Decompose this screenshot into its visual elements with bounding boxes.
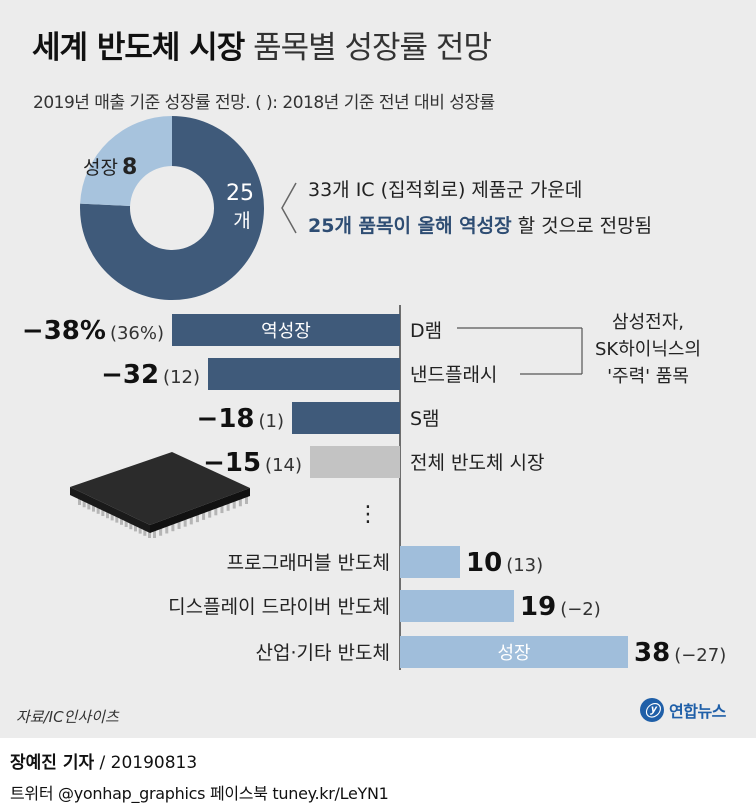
category-label-5: 디스플레이 드라이버 반도체 [168, 596, 390, 618]
category-label-0: D램 [410, 320, 442, 342]
chip-pin [148, 530, 151, 538]
annotation-line-2: SK하이닉스의 [595, 339, 701, 360]
chip-pin [96, 505, 100, 514]
bar-1 [208, 358, 400, 390]
chip-pin [120, 516, 123, 525]
title-light: 품목별 성장률 전망 [253, 30, 492, 66]
byline: 장예진 기자 / 20190813 [10, 748, 197, 773]
subtitle: 2019년 매출 기준 성장률 전망. ( ): 2018년 기준 전년 대비 … [33, 93, 495, 113]
chip-pin [87, 501, 91, 510]
value-label-5: 19 (−2) [520, 592, 601, 622]
chip-pin [214, 507, 218, 516]
chip-pin [189, 516, 193, 525]
value-label-2: −18 (1) [197, 404, 284, 434]
chip-side-left [70, 487, 150, 533]
category-label-6: 산업·기타 반도체 [256, 642, 390, 664]
donut-decline-count: 25 [226, 181, 254, 206]
chip-pin [202, 511, 206, 520]
value-label-1: −32 (12) [101, 360, 200, 390]
chip-pin [134, 523, 137, 532]
donut-growth-label: 성장 8 [83, 155, 137, 180]
yonhap-logo: ⓨ 연합뉴스 [640, 698, 726, 722]
chip-pins [78, 496, 248, 538]
donut-decline-unit: 개 [233, 210, 250, 232]
value-label-6: 38 (−27) [634, 638, 726, 668]
donut-note-line2: 25개 품목이 올해 역성장 할 것으로 전망됨 [308, 215, 652, 237]
chip-pin [226, 502, 230, 511]
value-label-0: −38% (36%) [22, 316, 164, 346]
byline-name: 장예진 기자 [10, 753, 95, 773]
bar-2 [292, 402, 400, 434]
chip-side-right [150, 488, 250, 533]
chart-svg: 성장 8 25 개 33개 IC (집적회로) 제품군 가운데 25개 품목이 올… [22, 116, 726, 670]
annotation-line-1: 삼성전자, [612, 312, 684, 333]
bar-5 [400, 590, 514, 622]
source-credit: 자료/IC인사이츠 [16, 708, 119, 726]
bar-inner-label-0: 역성장 [261, 321, 311, 342]
bar-group: 역성장 D램 −38% (36%) 낸드플래시 −32 (12) S램 −18 (1) 전체 반도체… [22, 314, 726, 668]
donut-slice-growth [80, 116, 172, 207]
chip-pin [106, 510, 109, 519]
note-bracket [281, 182, 297, 234]
bar-0 [172, 314, 400, 346]
chip-pin [115, 514, 119, 523]
ellipsis: ⋮ [357, 502, 379, 527]
chip-pin [171, 523, 175, 532]
category-label-2: S램 [410, 408, 440, 430]
bar-3 [310, 446, 400, 478]
logo-mark-icon: ⓨ [640, 698, 664, 722]
chip-pin [110, 512, 114, 521]
chip-pin [153, 530, 156, 538]
chip-pin [177, 520, 181, 529]
annotation-line-3: '주력' 품목 [607, 366, 689, 387]
chip-pin [245, 496, 248, 504]
chip-pin [183, 518, 187, 527]
donut-slice-decline [80, 116, 265, 300]
value-label-3: −15 (14) [203, 448, 302, 478]
chip-pin [124, 519, 128, 527]
page-title: 세계 반도체 시장 품목별 성장률 전망 [32, 22, 492, 67]
chip-pin [78, 497, 81, 505]
chip-pin [195, 514, 199, 523]
chip-pin [208, 509, 212, 518]
social-links: 트위터 @yonhap_graphics 페이스북 tuney.kr/LeYN1 [10, 784, 389, 803]
category-label-3: 전체 반도체 시장 [410, 452, 544, 474]
category-label-4: 프로그래머블 반도체 [227, 552, 390, 574]
donut-chart: 성장 8 25 개 [80, 116, 265, 300]
chip-top [70, 452, 250, 525]
title-bold: 세계 반도체 시장 [32, 30, 245, 66]
bar-inner-label-6: 성장 [497, 643, 530, 664]
chip-pin [238, 498, 242, 507]
byline-date: / 20190813 [94, 753, 198, 773]
chip-pin [220, 505, 224, 514]
chip-pin [143, 527, 147, 536]
bar-4 [400, 546, 460, 578]
chip-pin [159, 527, 163, 536]
chip-pin [82, 499, 86, 508]
chip-pin [92, 503, 95, 512]
logo-text: 연합뉴스 [669, 702, 726, 721]
chip-pin [101, 508, 105, 516]
chip-pin [232, 500, 236, 509]
chip-illustration [70, 452, 250, 538]
value-label-4: 10 (13) [466, 548, 543, 578]
chip-pin [129, 521, 133, 530]
donut-note-line1: 33개 IC (집적회로) 제품군 가운데 [308, 179, 582, 201]
category-label-1: 낸드플래시 [410, 364, 497, 386]
bar-6 [400, 636, 628, 668]
chip-pin [165, 525, 169, 534]
chip-pin [138, 525, 142, 534]
